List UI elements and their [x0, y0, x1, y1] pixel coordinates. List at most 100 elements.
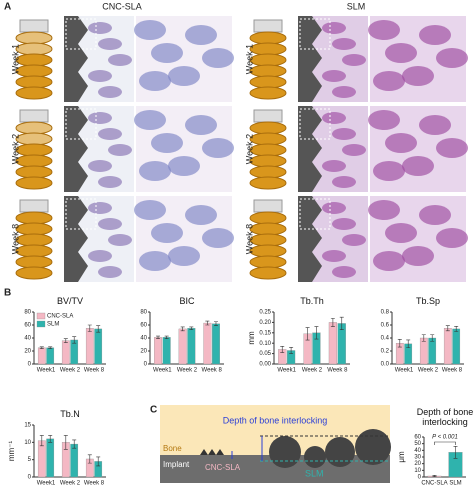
tissue — [373, 251, 405, 271]
tissue — [402, 66, 434, 86]
region-label: Bone — [163, 444, 182, 453]
bar — [46, 347, 55, 365]
tissue — [322, 112, 346, 124]
implant-thread — [15, 75, 53, 89]
error-bar — [87, 324, 92, 332]
legend-swatch — [36, 312, 46, 320]
y-tick-label: 60 — [414, 435, 421, 441]
tissue — [322, 160, 346, 172]
surface-label: CNC-SLA — [205, 463, 241, 472]
implant-thread — [249, 31, 287, 45]
y-tick-label: 0.20 — [259, 320, 271, 326]
y-tick-label: 30 — [414, 455, 421, 461]
implant-thread — [249, 42, 287, 56]
y-axis-label: mm — [247, 331, 256, 345]
tissue — [168, 246, 200, 266]
x-tick-label: Week 8 — [84, 368, 105, 374]
y-tick-label: 0 — [418, 475, 422, 481]
error-bar — [305, 327, 310, 341]
implant-thread — [15, 42, 53, 56]
tissue — [108, 144, 132, 156]
implant-thread — [249, 222, 287, 236]
row-label: Week 8 — [10, 224, 20, 254]
y-tick-label: 20 — [24, 349, 31, 355]
y-tick-label: 15 — [24, 423, 31, 429]
tissue — [332, 176, 356, 188]
bar — [428, 337, 437, 365]
column-title: SLM — [347, 1, 366, 11]
error-bar — [48, 435, 53, 443]
tissue — [98, 86, 122, 98]
y-tick-label: 0.0 — [381, 362, 390, 368]
row-label: Week 2 — [244, 134, 254, 164]
tissue — [373, 71, 405, 91]
tissue — [402, 156, 434, 176]
tissue — [185, 205, 217, 225]
column-title: CNC-SLA — [102, 1, 142, 11]
implant-thread — [249, 255, 287, 269]
y-axis-label: mm⁻¹ — [7, 441, 16, 462]
y-tick-label: 0.10 — [259, 341, 271, 347]
implant-thread — [249, 64, 287, 78]
tissue — [151, 43, 183, 63]
implant-thread — [15, 64, 53, 78]
inset-box — [65, 198, 97, 230]
y-tick-label: 0.00 — [259, 362, 271, 368]
implant-thread — [249, 176, 287, 190]
y-tick-label: 0 — [28, 475, 32, 481]
chart-title: Tb.Sp — [415, 296, 440, 306]
surface-label: SLM — [305, 468, 324, 478]
error-bar — [63, 338, 68, 343]
tissue — [151, 223, 183, 243]
implant-thread — [15, 266, 53, 280]
tissue — [368, 20, 400, 40]
region-label: Implant — [163, 460, 190, 469]
tissue — [419, 25, 451, 45]
error-bar — [96, 325, 101, 333]
panel-label: B — [4, 288, 11, 299]
implant-thread — [249, 154, 287, 168]
legend-swatch — [36, 320, 46, 328]
y-axis-label: μm — [397, 451, 406, 463]
error-bar — [314, 326, 319, 340]
inset-box — [299, 108, 331, 140]
implant-cap — [253, 19, 283, 33]
implant-thread — [249, 121, 287, 135]
tissue — [332, 38, 356, 50]
error-bar — [156, 335, 161, 339]
bar — [94, 328, 103, 365]
tissue — [332, 218, 356, 230]
tissue — [88, 202, 112, 214]
y-tick-label: 0.4 — [381, 336, 390, 342]
inset-box — [299, 18, 331, 50]
tissue — [373, 161, 405, 181]
y-tick-label: 50 — [414, 441, 421, 447]
x-tick-label: Week1 — [37, 368, 56, 374]
tissue — [185, 115, 217, 135]
implant-cap — [19, 199, 49, 213]
chart-title: Tb.Th — [300, 296, 324, 306]
x-tick-label: Week 2 — [177, 368, 198, 374]
tissue — [108, 234, 132, 246]
tissue — [151, 133, 183, 153]
bar — [212, 323, 220, 365]
bar — [70, 339, 79, 365]
tissue — [385, 43, 417, 63]
tissue — [202, 48, 234, 68]
error-bar — [48, 346, 53, 350]
tissue — [322, 22, 346, 34]
tissue — [436, 138, 468, 158]
y-tick-label: 0.05 — [259, 351, 271, 357]
tissue — [436, 48, 468, 68]
row-label: Week 1 — [10, 44, 20, 74]
tissue — [436, 228, 468, 248]
implant-thread — [15, 211, 53, 225]
y-tick-label: 40 — [414, 448, 421, 454]
row-label: Week 2 — [10, 134, 20, 164]
tissue — [402, 246, 434, 266]
tissue — [368, 110, 400, 130]
y-tick-label: 20 — [140, 349, 147, 355]
chart-title: BIC — [179, 296, 195, 306]
